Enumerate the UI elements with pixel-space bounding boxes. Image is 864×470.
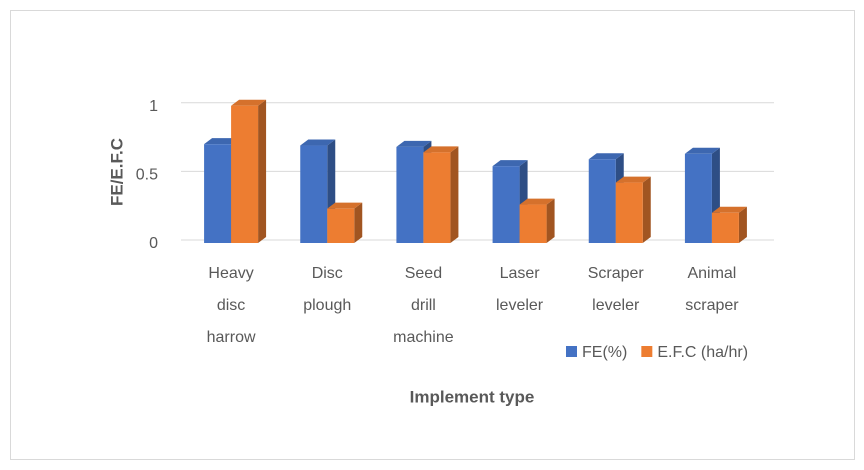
y-tick-label: 0.5: [136, 167, 158, 184]
legend-label: FE(%): [582, 344, 627, 361]
bar-face: [231, 105, 259, 244]
bar-top: [423, 146, 459, 153]
bar: [684, 147, 720, 243]
bar-top: [396, 140, 432, 147]
x-tick-label: drill: [411, 297, 436, 314]
bar-side: [354, 202, 363, 243]
bar-top: [684, 147, 720, 154]
bar-top: [327, 202, 363, 209]
x-tick-label: Laser: [500, 265, 541, 282]
bar-top: [231, 99, 267, 106]
bar-top: [204, 138, 240, 145]
bar-side: [738, 206, 747, 243]
bar-top: [300, 139, 336, 146]
bar: [423, 146, 459, 243]
bar-face: [684, 153, 712, 243]
bar-top: [492, 160, 528, 167]
x-tick-label: harrow: [207, 329, 256, 346]
y-tick-label: 0: [149, 235, 158, 252]
x-axis-title: Implement type: [410, 387, 535, 406]
bar-side: [642, 176, 651, 243]
x-tick-label: plough: [303, 297, 351, 314]
legend-label: E.F.C (ha/hr): [657, 344, 748, 361]
bar-top: [711, 206, 747, 213]
x-tick-label: Scraper: [588, 265, 645, 282]
bar-face: [519, 204, 547, 243]
bar-face: [327, 208, 355, 243]
bar-side: [546, 198, 555, 243]
bar: [231, 99, 267, 244]
x-tick-label: scraper: [685, 297, 739, 314]
y-axis-title: FE/E.F.C: [107, 138, 126, 206]
x-tick-label: disc: [217, 297, 245, 314]
bar: [615, 176, 651, 243]
legend-swatch: [566, 346, 577, 357]
bar-face: [300, 145, 328, 243]
legend-swatch: [641, 346, 653, 357]
bar-top: [615, 176, 651, 183]
bar-face: [204, 144, 232, 243]
x-tick-label: Animal: [687, 265, 736, 282]
bar-face: [492, 166, 520, 243]
bar-side: [450, 146, 459, 243]
x-tick-label: leveler: [496, 297, 544, 314]
x-tick-label: leveler: [592, 297, 640, 314]
bar: [519, 198, 555, 243]
bar-face: [423, 152, 451, 243]
x-tick-label: Disc: [312, 265, 343, 282]
x-tick-label: Seed: [405, 265, 442, 282]
x-tick-label: Heavy: [208, 265, 253, 282]
bar-face: [588, 159, 616, 243]
bar: [711, 206, 747, 243]
bar-face: [396, 146, 424, 243]
bar: [327, 202, 363, 243]
y-tick-label: 1: [149, 98, 158, 115]
bar-top: [588, 153, 624, 160]
bar-side: [258, 99, 267, 244]
bar-top: [519, 198, 555, 205]
x-tick-label: machine: [393, 329, 454, 346]
bar-face: [615, 182, 643, 243]
bar-face: [711, 212, 739, 243]
